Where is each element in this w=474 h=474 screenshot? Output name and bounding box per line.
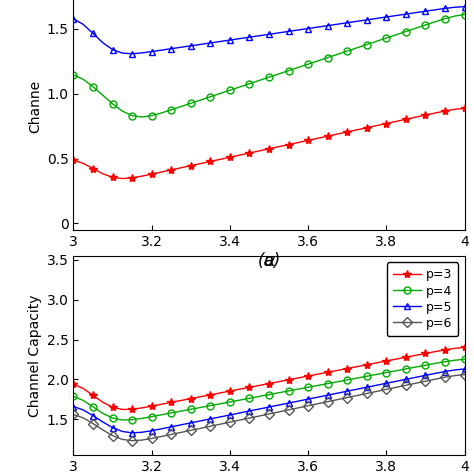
Y-axis label: Channel Capacity: Channel Capacity	[28, 294, 43, 417]
Text: (a): (a)	[257, 252, 281, 270]
Legend: p=3, p=4, p=5, p=6: p=3, p=4, p=5, p=6	[387, 262, 458, 336]
X-axis label: α: α	[263, 252, 275, 270]
Y-axis label: Channe: Channe	[28, 80, 43, 133]
